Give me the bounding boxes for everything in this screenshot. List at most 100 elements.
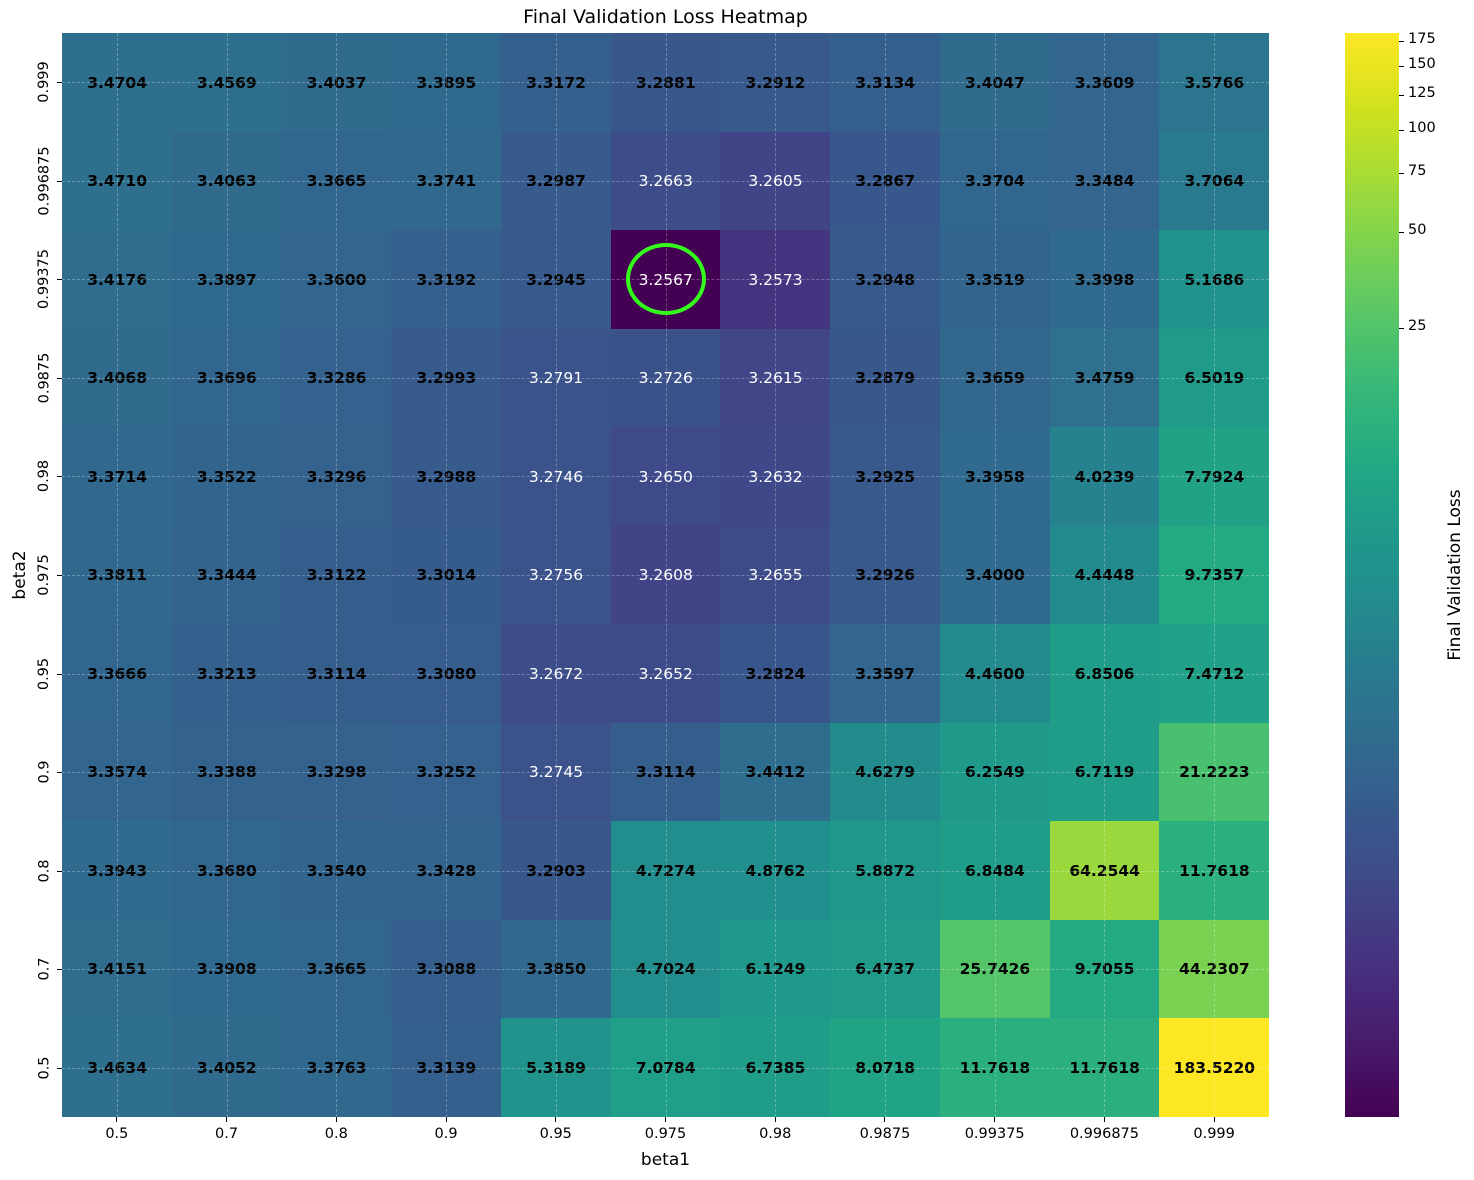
heatmap-cell: 4.8762: [720, 821, 831, 921]
tick-mark: [1399, 327, 1404, 329]
heatmap-cell: 3.2987: [500, 131, 612, 231]
x-tick: 0.98: [720, 1117, 830, 1142]
heatmap-cell: 3.2608: [610, 525, 721, 625]
heatmap-cell: 3.4710: [62, 131, 173, 231]
heatmap-cell: 3.4634: [62, 1018, 173, 1118]
heatmap-cell: 9.7357: [1159, 525, 1270, 625]
heatmap-cell: 3.4052: [171, 1018, 282, 1118]
heatmap-cell: 3.4569: [171, 33, 282, 133]
heatmap-cell: 3.2881: [610, 33, 721, 133]
heatmap-cell: 7.7924: [1159, 427, 1270, 527]
tick-mark: [555, 1117, 557, 1122]
heatmap-cell: 3.3298: [281, 722, 392, 822]
tick-mark: [1399, 231, 1404, 233]
heatmap-cell: 3.2655: [720, 525, 831, 625]
heatmap-cell: 3.3958: [939, 427, 1051, 527]
heatmap-cell: 8.0718: [830, 1018, 941, 1118]
heatmap-cell: 6.4737: [830, 919, 941, 1019]
x-tick: 0.5: [62, 1117, 172, 1142]
heatmap-cell: 5.8872: [830, 821, 941, 921]
y-tick-label: 0.98: [36, 460, 53, 493]
heatmap-cell: 3.3088: [391, 919, 502, 1019]
heatmap-cell: 3.3680: [171, 821, 282, 921]
y-tick-label: 0.8: [36, 859, 53, 883]
x-tick-label: 0.99375: [964, 1126, 1025, 1142]
tick-mark: [57, 673, 62, 675]
tick-mark: [57, 772, 62, 774]
tick-mark: [665, 1117, 666, 1122]
heatmap-cell: 3.2632: [720, 427, 831, 527]
colorbar-tick-label: 100: [1408, 119, 1436, 136]
heatmap-cell: 3.2988: [391, 427, 502, 527]
tick-mark: [1103, 1117, 1105, 1122]
heatmap-cell: 3.3114: [281, 624, 392, 724]
y-tick-label: 0.5: [36, 1056, 53, 1080]
colorbar-tick-label: 150: [1408, 55, 1436, 72]
y-tick-label: 0.999: [35, 61, 52, 104]
heatmap-cell: 3.2945: [500, 230, 612, 330]
heatmap-cell: 6.8484: [939, 821, 1051, 921]
heatmap-cell: 3.2756: [500, 525, 612, 625]
tick-mark: [57, 279, 62, 281]
colorbar-tick-label: 125: [1408, 84, 1436, 101]
y-tick-label: 0.996875: [36, 146, 53, 216]
heatmap-cell: 3.3659: [939, 328, 1051, 428]
x-tick: 0.99375: [940, 1117, 1050, 1142]
y-tick-label: 0.9875: [35, 352, 52, 404]
heatmap-cell: 6.7119: [1049, 722, 1160, 822]
heatmap-cell: 3.4000: [939, 525, 1051, 625]
heatmap-cell: 3.3600: [281, 230, 392, 330]
heatmap-cell: 3.2573: [720, 230, 831, 330]
heatmap-cell: 4.6279: [830, 722, 941, 822]
heatmap-cell: 3.3998: [1049, 230, 1160, 330]
heatmap-cell: 3.4068: [62, 328, 173, 428]
x-tick-label: 0.7: [215, 1126, 239, 1142]
x-tick-label: 0.999: [1193, 1126, 1235, 1142]
heatmap-cell: 3.3134: [830, 33, 941, 133]
tick-mark: [445, 1117, 447, 1122]
heatmap-cell: 3.3540: [281, 821, 392, 921]
y-tick-label: 0.975: [35, 554, 52, 596]
heatmap-cell: 3.2652: [610, 624, 721, 724]
heatmap-cell: 3.2663: [610, 131, 721, 231]
x-tick-label: 0.98: [759, 1126, 792, 1142]
heatmap-cell: 3.2672: [500, 624, 612, 724]
heatmap-cell: 3.3574: [62, 722, 173, 822]
heatmap-cell: 3.7064: [1159, 131, 1270, 231]
heatmap-cell: 3.5766: [1159, 33, 1270, 133]
heatmap-cell: 9.7055: [1049, 919, 1160, 1019]
heatmap-cell: 3.2867: [830, 131, 941, 231]
heatmap-cell: 3.2605: [720, 131, 831, 231]
heatmap-cell: 3.3428: [391, 821, 502, 921]
tick-mark: [1213, 1117, 1215, 1122]
heatmap-cell: 3.3943: [62, 821, 173, 921]
heatmap-cell: 3.2993: [391, 328, 502, 428]
heatmap-cell: 6.1249: [720, 919, 831, 1019]
heatmap-cell: 3.4176: [62, 230, 173, 330]
heatmap-cell: 3.3139: [391, 1018, 502, 1118]
colorbar-tick-label: 25: [1408, 317, 1427, 334]
colorbar-tick-label: 50: [1408, 221, 1427, 238]
heatmap-cell: 11.7618: [939, 1018, 1051, 1118]
tick-mark: [57, 180, 62, 182]
heatmap-cell: 3.4412: [720, 722, 831, 822]
x-tick-label: 0.95: [539, 1126, 572, 1142]
heatmap-cell: 3.4704: [62, 33, 173, 133]
heatmap-cell: 3.3252: [391, 722, 502, 822]
colorbar-label: Final Validation Loss: [1445, 489, 1465, 661]
heatmap-cell: 25.7426: [939, 919, 1051, 1019]
tick-mark: [57, 82, 62, 84]
tick-mark: [1399, 65, 1404, 67]
tick-mark: [884, 1117, 886, 1122]
heatmap-cell: 4.7024: [610, 919, 721, 1019]
heatmap-cell: 3.3609: [1049, 33, 1160, 133]
heatmap-cell: 21.2223: [1159, 722, 1270, 822]
heatmap-cell: 3.2926: [830, 525, 941, 625]
heatmap-cell: 3.2615: [720, 328, 831, 428]
heatmap-cell: 3.2879: [830, 328, 941, 428]
heatmap-cell: 3.3763: [281, 1018, 392, 1118]
heatmap-cell: 3.2903: [500, 821, 612, 921]
heatmap-cell: 4.0239: [1049, 427, 1160, 527]
heatmap-cell: 64.2544: [1049, 821, 1160, 921]
colorbar: [1345, 33, 1399, 1117]
